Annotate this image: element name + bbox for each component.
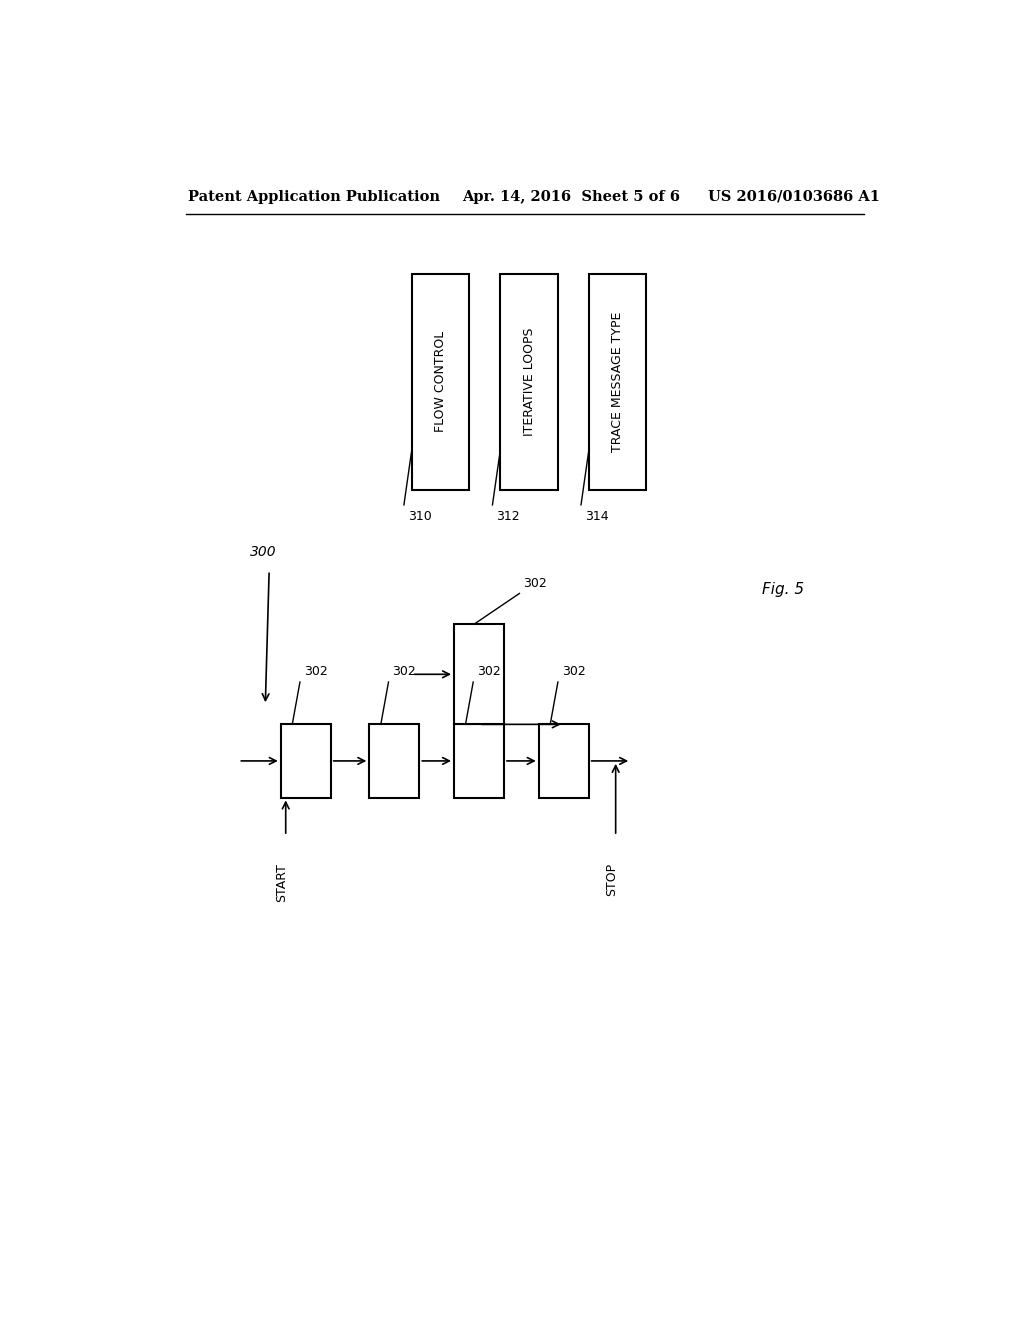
Bar xyxy=(589,275,646,490)
Text: 302: 302 xyxy=(562,665,586,678)
Text: Patent Application Publication: Patent Application Publication xyxy=(188,190,440,203)
Bar xyxy=(539,725,589,797)
Text: FLOW CONTROL: FLOW CONTROL xyxy=(434,331,447,433)
Text: 314: 314 xyxy=(585,510,608,523)
Bar xyxy=(281,725,331,797)
Text: 312: 312 xyxy=(497,510,520,523)
Bar xyxy=(454,624,504,725)
Text: 302: 302 xyxy=(392,665,416,678)
Bar xyxy=(500,275,558,490)
Text: TRACE MESSAGE TYPE: TRACE MESSAGE TYPE xyxy=(611,312,624,451)
Text: US 2016/0103686 A1: US 2016/0103686 A1 xyxy=(708,190,880,203)
Text: START: START xyxy=(275,863,289,902)
Bar xyxy=(370,725,419,797)
Text: 310: 310 xyxy=(408,510,431,523)
Text: ITERATIVE LOOPS: ITERATIVE LOOPS xyxy=(522,327,536,436)
Text: 302: 302 xyxy=(523,577,547,590)
Text: 302: 302 xyxy=(477,665,501,678)
Text: Fig. 5: Fig. 5 xyxy=(762,582,804,597)
Text: STOP: STOP xyxy=(605,863,618,896)
Bar xyxy=(412,275,469,490)
Text: 302: 302 xyxy=(304,665,328,678)
Text: Apr. 14, 2016  Sheet 5 of 6: Apr. 14, 2016 Sheet 5 of 6 xyxy=(462,190,680,203)
Text: 300: 300 xyxy=(250,545,276,558)
Bar xyxy=(454,725,504,797)
